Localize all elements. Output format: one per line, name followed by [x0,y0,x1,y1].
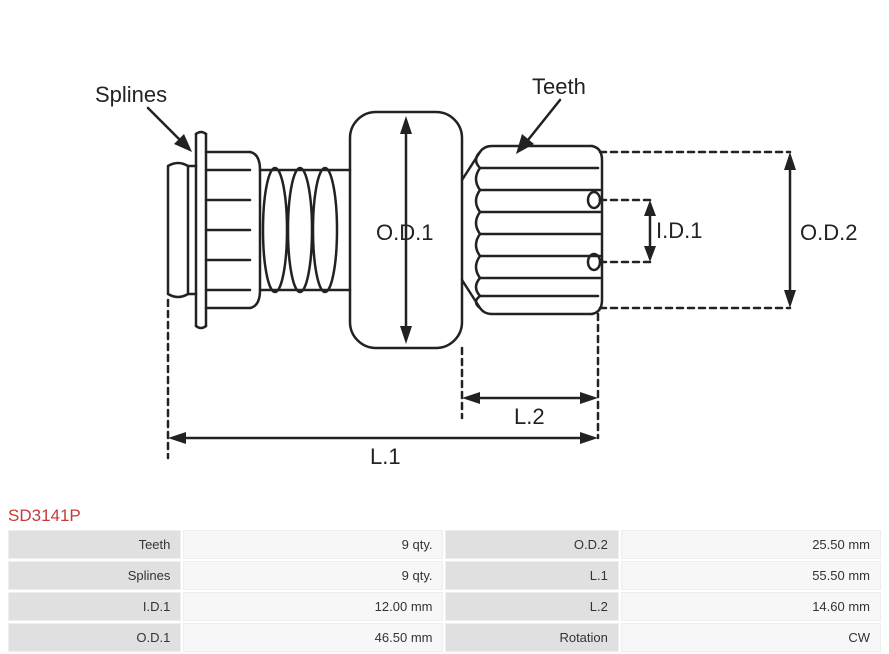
label-splines: Splines [95,82,167,107]
spec-value: CW [621,623,881,652]
label-l2: L.2 [514,404,545,429]
label-id1: I.D.1 [656,218,702,243]
spec-label: Rotation [445,623,618,652]
label-od2: O.D.2 [800,220,857,245]
spec-value: 9 qty. [183,530,443,559]
spec-label: O.D.2 [445,530,618,559]
spec-label: Teeth [8,530,181,559]
table-row: Splines9 qty.L.155.50 mm [8,561,881,590]
spec-label: Splines [8,561,181,590]
table-row: Teeth9 qty.O.D.225.50 mm [8,530,881,559]
spec-value: 46.50 mm [183,623,443,652]
label-od1: O.D.1 [376,220,433,245]
spec-value: 12.00 mm [183,592,443,621]
spec-value: 14.60 mm [621,592,881,621]
spec-label: L.1 [445,561,618,590]
part-number: SD3141P [0,500,889,528]
spec-value: 55.50 mm [621,561,881,590]
spec-value: 9 qty. [183,561,443,590]
spec-label: L.2 [445,592,618,621]
technical-diagram: Splines Teeth O.D.1 O.D.2 I.D.1 L.2 L.1 [0,0,889,500]
spec-label: I.D.1 [8,592,181,621]
specs-table: Teeth9 qty.O.D.225.50 mmSplines9 qty.L.1… [0,528,889,654]
table-row: I.D.112.00 mmL.214.60 mm [8,592,881,621]
label-l1: L.1 [370,444,401,469]
label-teeth: Teeth [532,74,586,99]
diagram-svg: Splines Teeth O.D.1 O.D.2 I.D.1 L.2 L.1 [0,0,889,500]
table-row: O.D.146.50 mmRotationCW [8,623,881,652]
spec-value: 25.50 mm [621,530,881,559]
spec-label: O.D.1 [8,623,181,652]
